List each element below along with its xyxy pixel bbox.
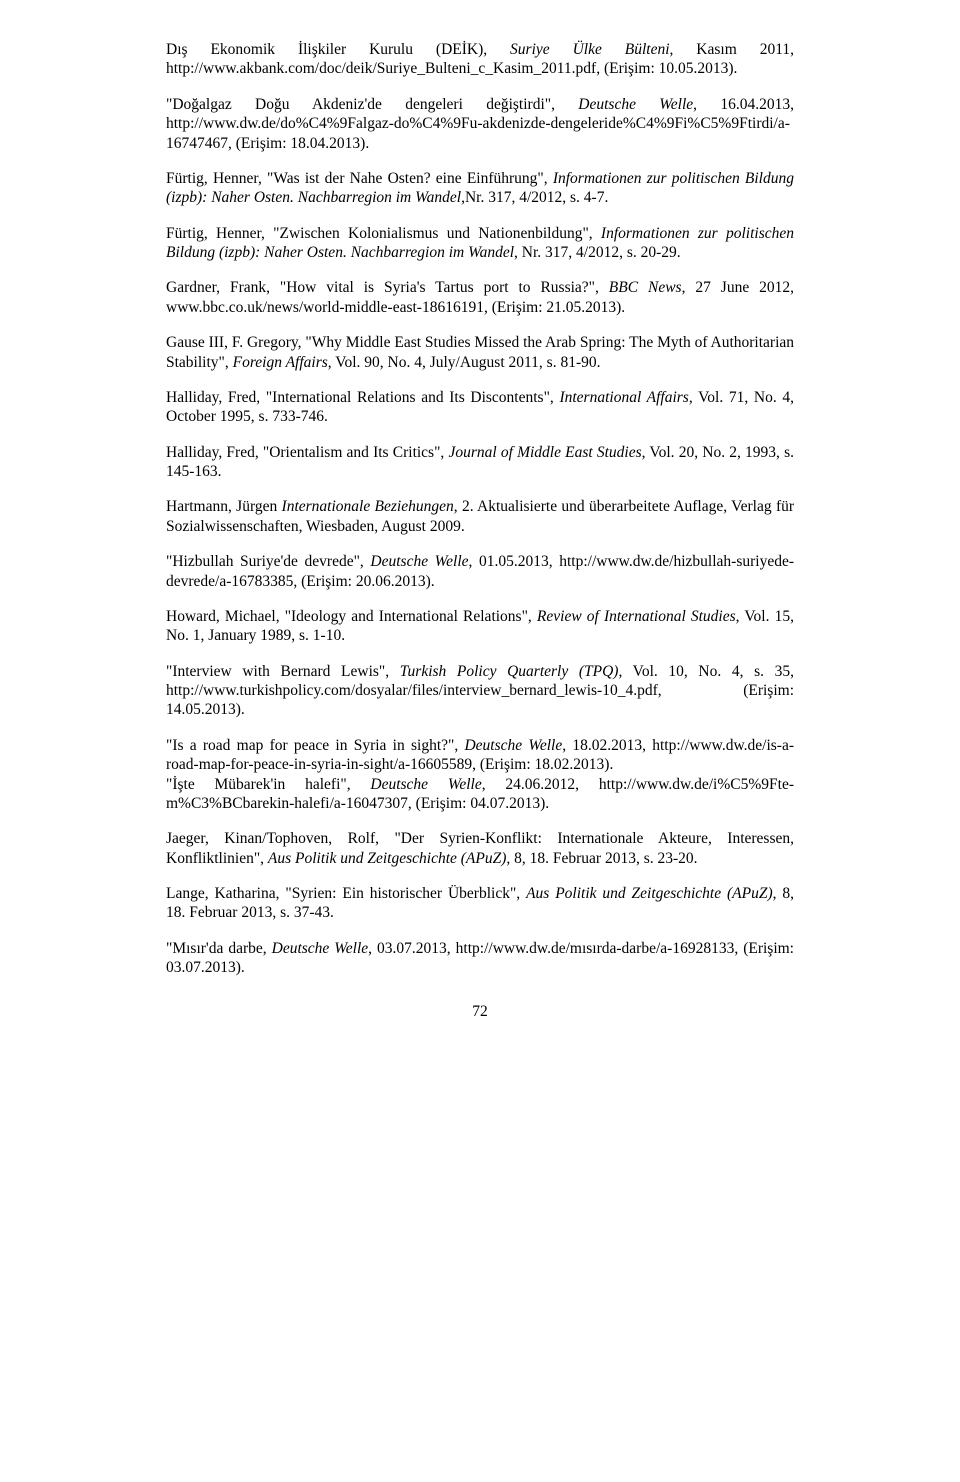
reference-entry: Howard, Michael, "Ideology and Internati…	[166, 607, 794, 646]
reference-entry: Lange, Katharina, "Syrien: Ein historisc…	[166, 884, 794, 923]
reference-entry: Gardner, Frank, "How vital is Syria's Ta…	[166, 278, 794, 317]
reference-entry: Fürtig, Henner, "Was ist der Nahe Osten?…	[166, 169, 794, 208]
reference-entry: Fürtig, Henner, "Zwischen Kolonialismus …	[166, 224, 794, 263]
reference-entry: "Mısır'da darbe, Deutsche Welle, 03.07.2…	[166, 939, 794, 978]
reference-entry: Halliday, Fred, "International Relations…	[166, 388, 794, 427]
reference-entry: "Interview with Bernard Lewis", Turkish …	[166, 662, 794, 720]
reference-entry: Gause III, F. Gregory, "Why Middle East …	[166, 333, 794, 372]
reference-entry: "Is a road map for peace in Syria in sig…	[166, 736, 794, 814]
reference-entry: Hartmann, Jürgen Internationale Beziehun…	[166, 497, 794, 536]
reference-entry: "Doğalgaz Doğu Akdeniz'de dengeleri deği…	[166, 95, 794, 153]
reference-entry: "Hizbullah Suriye'de devrede", Deutsche …	[166, 552, 794, 591]
page-number: 72	[166, 1002, 794, 1021]
references-page: Dış Ekonomik İlişkiler Kurulu (DEİK), Su…	[83, 0, 877, 1061]
reference-entry: Dış Ekonomik İlişkiler Kurulu (DEİK), Su…	[166, 40, 794, 79]
reference-entry: Halliday, Fred, "Orientalism and Its Cri…	[166, 443, 794, 482]
reference-entry: Jaeger, Kinan/Tophoven, Rolf, "Der Syrie…	[166, 829, 794, 868]
